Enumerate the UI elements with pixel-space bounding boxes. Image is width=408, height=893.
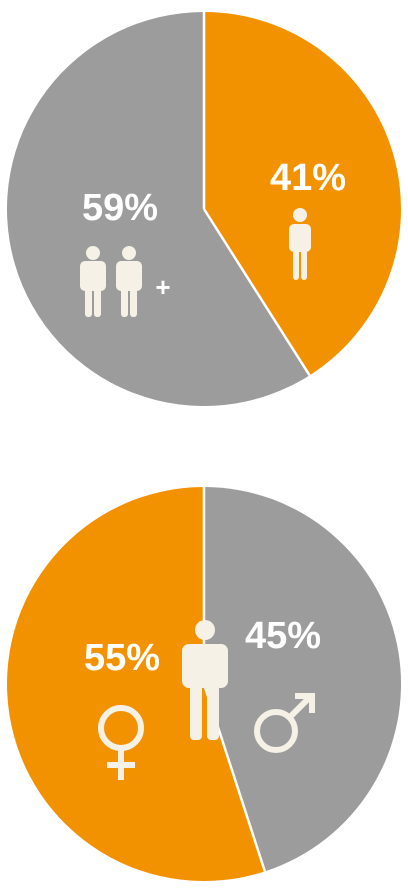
single-person-icon: [289, 208, 311, 280]
slice-label-55: 55%: [84, 637, 160, 679]
center-person-icon: [182, 620, 228, 740]
slice-divider: [202, 208, 311, 376]
two-persons-plus-icon: +: [80, 246, 171, 317]
pie-slice-45: [204, 487, 402, 872]
pie-chart-household: [6, 12, 401, 407]
male-symbol-icon: [254, 693, 315, 753]
slice-label-45: 45%: [245, 615, 321, 657]
pie-slice-55: [7, 487, 265, 881]
pie-chart-gender: [7, 487, 402, 881]
female-symbol-icon: [98, 705, 144, 780]
slice-label-41: 41%: [270, 157, 346, 199]
pie-slice-59: [6, 12, 310, 407]
slice-label-59: 59%: [82, 187, 158, 229]
plus-sign: +: [155, 272, 170, 302]
